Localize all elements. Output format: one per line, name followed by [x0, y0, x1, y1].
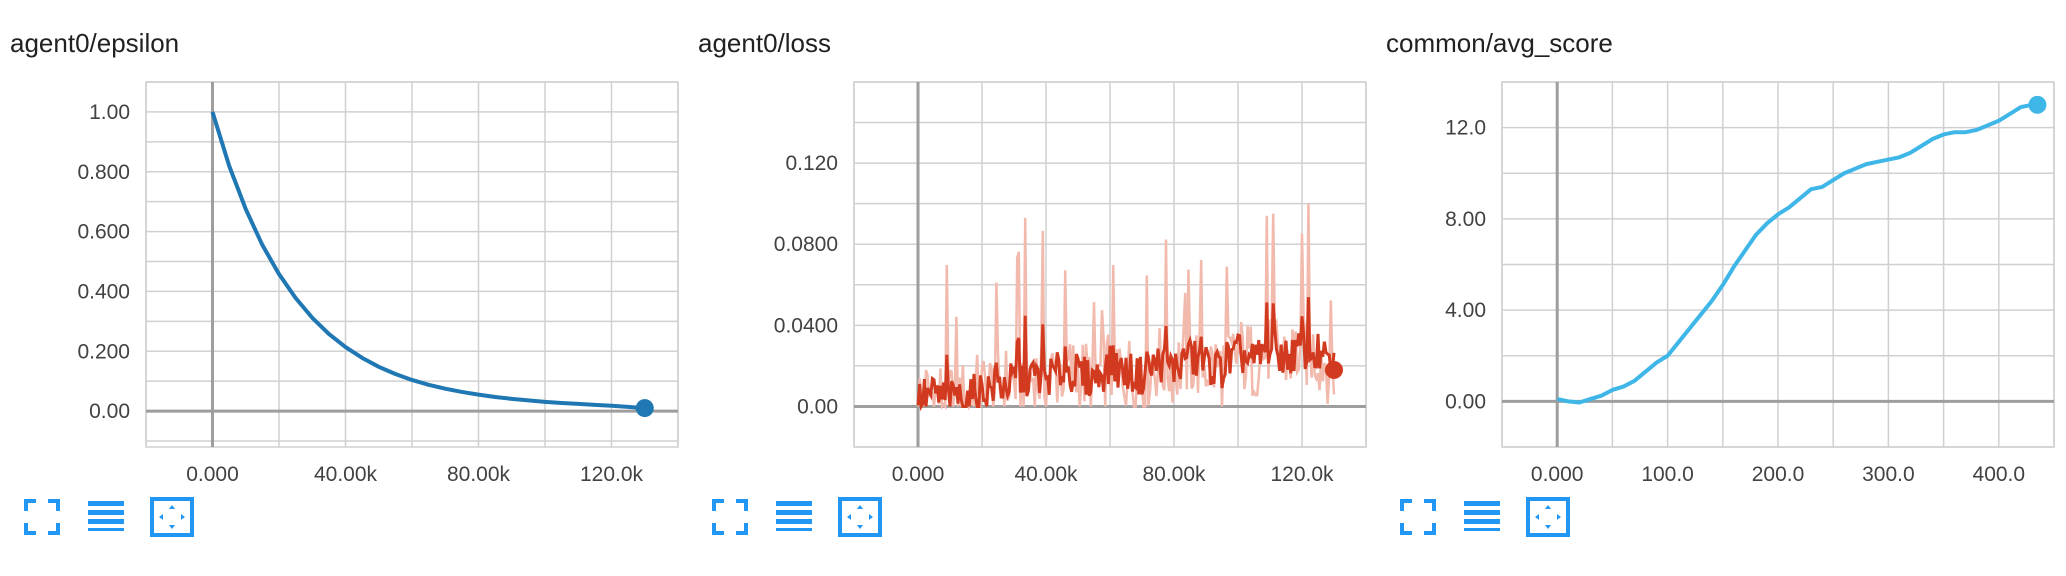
x-tick-label: 100.0 — [1641, 463, 1694, 486]
chart-title: agent0/epsilon — [10, 28, 180, 58]
fit-domain-button[interactable] — [150, 497, 194, 537]
x-tick-label: 300.0 — [1862, 463, 1915, 486]
log-scale-button[interactable] — [774, 497, 814, 537]
y-tick-label: 0.00 — [797, 395, 838, 418]
chart-card-loss: agent0/loss 0.000 40.00k 80.00k 120.0k 0.120… — [688, 0, 1378, 576]
y-tick-label: 0.200 — [77, 340, 130, 363]
y-tick-label: 0.00 — [89, 400, 130, 423]
x-tick-label: 40.00k — [314, 463, 378, 486]
x-tick-label: 200.0 — [1752, 463, 1805, 486]
y-tick-label: 0.00 — [1445, 390, 1486, 413]
x-tick-label: 400.0 — [1973, 463, 2026, 486]
x-tick-label: 80.00k — [447, 463, 511, 486]
fit-domain-icon — [1526, 497, 1570, 537]
epsilon-chart[interactable]: 0.000 40.00k 80.00k 120.0k 1.00 0.800 0.600 0.4… — [0, 0, 690, 490]
log-scale-icon — [1464, 501, 1500, 531]
x-tick-label: 0.000 — [892, 463, 945, 486]
log-scale-button[interactable] — [86, 497, 126, 537]
y-tick-label: 0.120 — [785, 152, 838, 175]
y-tick-label: 12.0 — [1445, 117, 1486, 140]
chart-card-epsilon: agent0/epsilon 0.000 40.00k 80.00k 120.0k 1.… — [0, 0, 690, 576]
y-tick-label: 0.800 — [77, 161, 130, 184]
x-tick-label: 120.0k — [1270, 463, 1334, 486]
x-tick-label: 40.00k — [1014, 463, 1078, 486]
avg-score-chart[interactable]: 0.000 100.0 200.0 300.0 400.0 12.0 8.00 4.00 0.0… — [1376, 0, 2066, 490]
epsilon-series-line — [210, 111, 645, 411]
last-value-marker[interactable] — [2028, 95, 2047, 114]
fit-domain-button[interactable] — [838, 497, 882, 537]
chart-title: agent0/loss — [698, 28, 831, 58]
fit-domain-icon — [838, 497, 882, 537]
y-tick-label: 0.400 — [77, 280, 130, 303]
y-tick-label: 1.00 — [89, 101, 130, 124]
x-tick-label: 120.0k — [580, 463, 644, 486]
fullscreen-button[interactable] — [1398, 497, 1438, 537]
x-tick-label: 0.000 — [186, 463, 239, 486]
fullscreen-button[interactable] — [710, 497, 750, 537]
chart-card-avg-score: common/avg_score 0.000 100.0 200.0 300.0 400… — [1376, 0, 2066, 576]
log-scale-button[interactable] — [1462, 497, 1502, 537]
fit-domain-icon — [150, 497, 194, 537]
chart-title: common/avg_score — [1386, 28, 1613, 58]
avg-score-series-line — [1556, 102, 2033, 405]
fullscreen-button[interactable] — [22, 497, 62, 537]
fullscreen-icon — [1400, 499, 1436, 535]
x-tick-label: 0.000 — [1531, 463, 1584, 486]
x-tick-label: 80.00k — [1142, 463, 1206, 486]
y-tick-label: 8.00 — [1445, 208, 1486, 231]
fullscreen-icon — [24, 499, 60, 535]
last-value-marker[interactable] — [1325, 360, 1343, 379]
log-scale-icon — [88, 501, 124, 531]
last-value-marker[interactable] — [635, 399, 654, 418]
fullscreen-icon — [712, 499, 748, 535]
loss-chart[interactable]: 0.000 40.00k 80.00k 120.0k 0.120 0.0800 0.0400… — [688, 0, 1378, 490]
fit-domain-button[interactable] — [1526, 497, 1570, 537]
y-tick-label: 0.0800 — [774, 233, 838, 256]
y-tick-label: 4.00 — [1445, 299, 1486, 322]
log-scale-icon — [776, 501, 812, 531]
y-tick-label: 0.0400 — [774, 314, 838, 337]
loss-series-line — [916, 297, 1336, 412]
y-tick-label: 0.600 — [77, 221, 130, 244]
